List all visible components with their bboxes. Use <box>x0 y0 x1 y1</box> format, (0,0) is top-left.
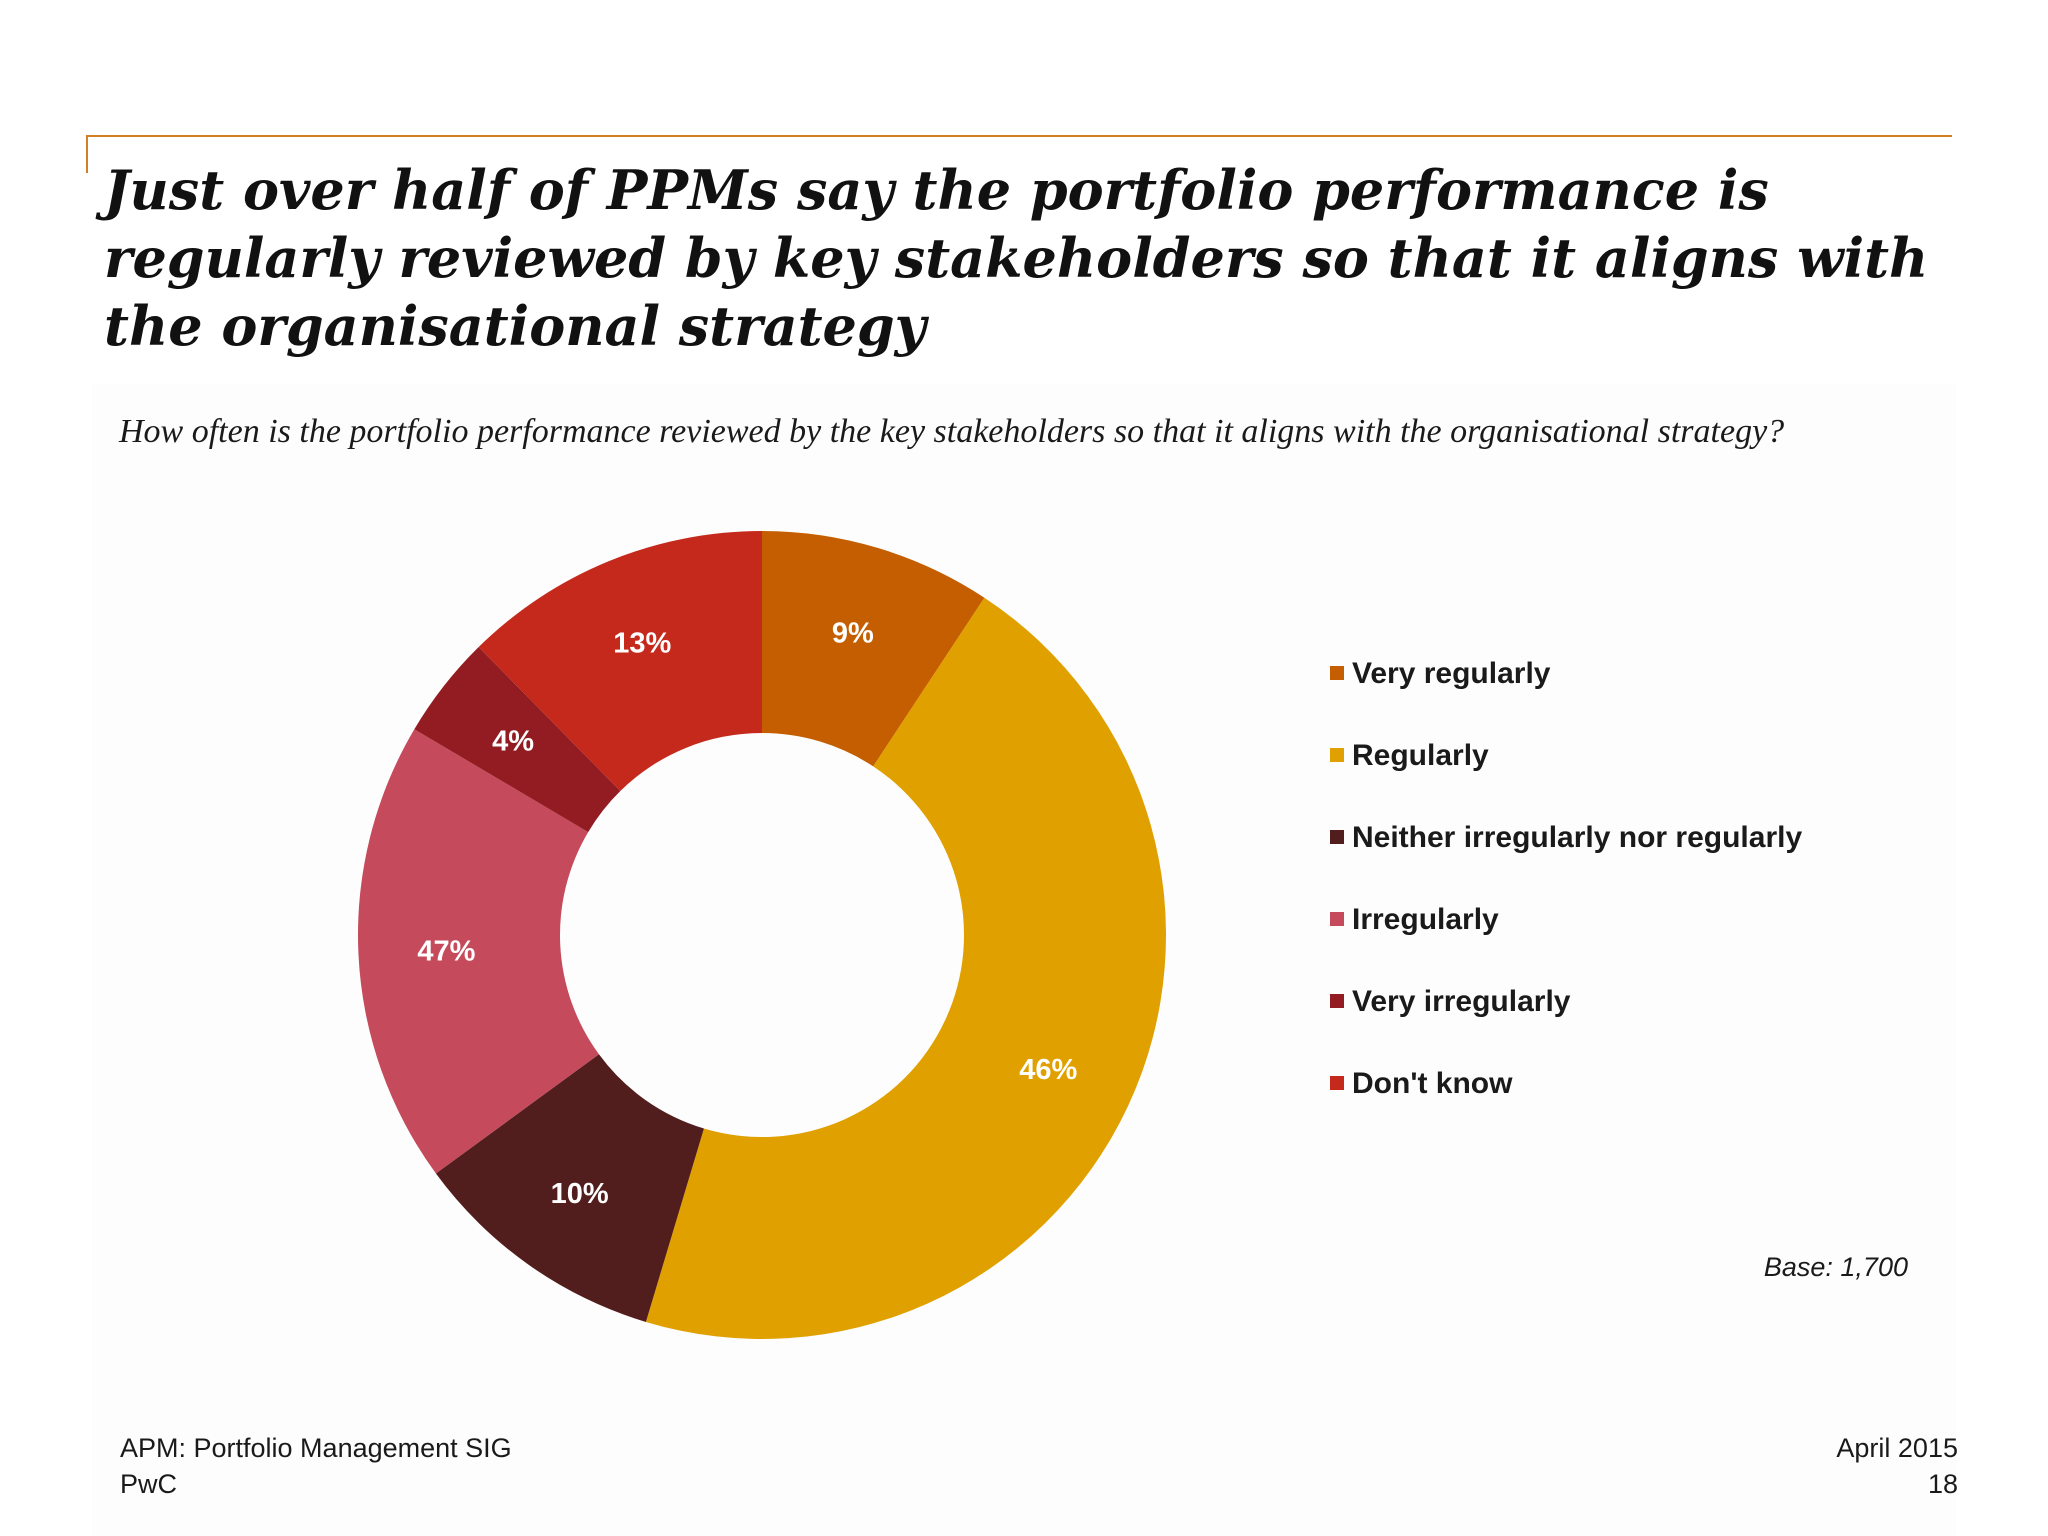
donut-slice <box>357 729 599 1174</box>
legend-swatch <box>1330 748 1344 762</box>
legend-label: Regularly <box>1352 739 1489 772</box>
legend-label: Irregularly <box>1352 903 1499 936</box>
legend-swatch <box>1330 994 1344 1008</box>
legend-label: Neither irregularly nor regularly <box>1352 821 1803 854</box>
legend-swatch <box>1330 666 1344 680</box>
footer-org: APM: Portfolio Management SIG <box>120 1433 512 1463</box>
page-title: Just over half of PPMs say the portfolio… <box>104 158 1929 358</box>
base-note: Base: 1,700 <box>1763 1252 1908 1282</box>
survey-question: How often is the portfolio performance r… <box>119 413 1785 450</box>
legend-label: Don't know <box>1352 1067 1513 1100</box>
footer-right: April 2015 18 <box>1836 1430 1958 1502</box>
donut-slice <box>414 647 621 833</box>
donut-slice <box>478 531 762 792</box>
donut-slice <box>645 597 1166 1339</box>
legend-label: Very irregularly <box>1352 985 1571 1018</box>
slice-data-label: 13% <box>613 628 671 660</box>
slice-data-label: 10% <box>551 1178 609 1210</box>
slice-data-label: 47% <box>417 935 475 967</box>
slice-data-label: 4% <box>492 725 534 757</box>
slice-data-label: 46% <box>1019 1054 1077 1086</box>
footer-left: APM: Portfolio Management SIG PwC <box>120 1430 512 1502</box>
header-rule <box>86 135 1952 137</box>
header-rule-tick <box>86 135 88 173</box>
legend-label: Very regularly <box>1352 657 1551 690</box>
donut-slice <box>762 531 985 767</box>
footer-date: April 2015 <box>1836 1433 1958 1463</box>
legend-swatch <box>1330 912 1344 926</box>
legend-swatch <box>1330 1076 1344 1090</box>
footer-firm: PwC <box>120 1469 178 1499</box>
footer-page-number: 18 <box>1927 1469 1958 1499</box>
donut-slice <box>435 1054 704 1322</box>
slice-data-label: 9% <box>832 617 874 649</box>
legend-swatch <box>1330 830 1344 844</box>
